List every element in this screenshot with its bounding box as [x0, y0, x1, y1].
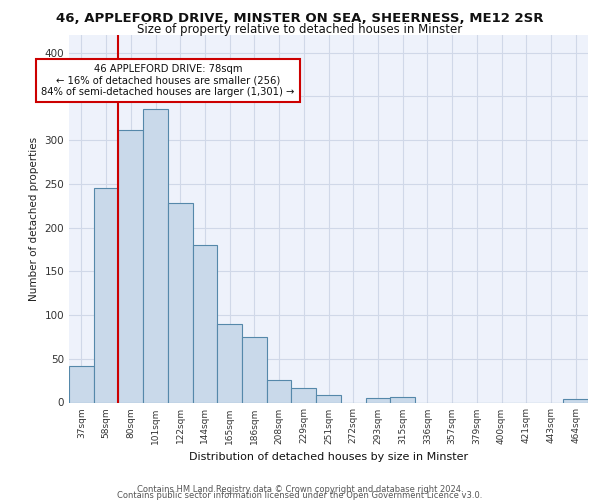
Text: Contains HM Land Registry data © Crown copyright and database right 2024.: Contains HM Land Registry data © Crown c… [137, 484, 463, 494]
Y-axis label: Number of detached properties: Number of detached properties [29, 136, 39, 301]
Text: 46, APPLEFORD DRIVE, MINSTER ON SEA, SHEERNESS, ME12 2SR: 46, APPLEFORD DRIVE, MINSTER ON SEA, SHE… [56, 12, 544, 26]
Text: Size of property relative to detached houses in Minster: Size of property relative to detached ho… [137, 24, 463, 36]
Bar [193, 245, 217, 402]
Bar [217, 324, 242, 402]
Bar [118, 130, 143, 402]
Bar [94, 188, 118, 402]
Bar [267, 380, 292, 402]
Bar [292, 388, 316, 402]
X-axis label: Distribution of detached houses by size in Minster: Distribution of detached houses by size … [189, 452, 468, 462]
Bar [390, 397, 415, 402]
Bar [168, 203, 193, 402]
Text: 46 APPLEFORD DRIVE: 78sqm
← 16% of detached houses are smaller (256)
84% of semi: 46 APPLEFORD DRIVE: 78sqm ← 16% of detac… [41, 64, 295, 97]
Bar [563, 399, 588, 402]
Bar [316, 394, 341, 402]
Bar [242, 337, 267, 402]
Bar [365, 398, 390, 402]
Bar [69, 366, 94, 403]
Text: Contains public sector information licensed under the Open Government Licence v3: Contains public sector information licen… [118, 490, 482, 500]
Bar [143, 110, 168, 403]
